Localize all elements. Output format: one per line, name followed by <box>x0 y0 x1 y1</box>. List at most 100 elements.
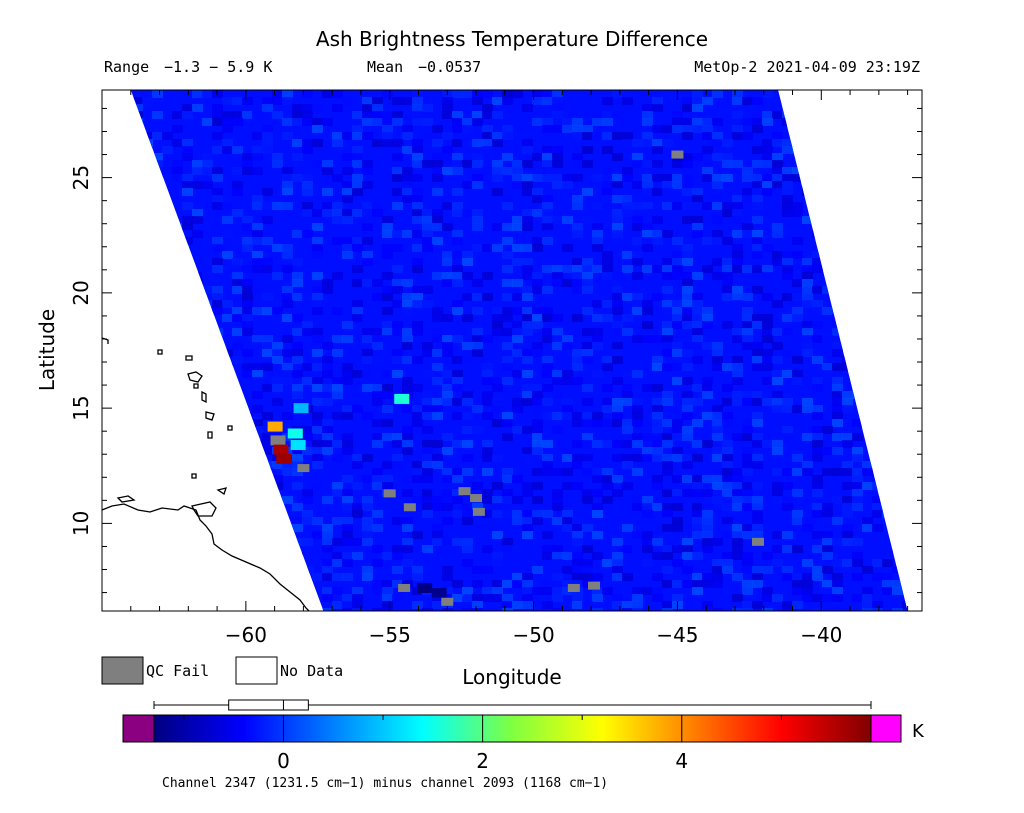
swath-cell <box>582 328 593 336</box>
swath-cell <box>852 482 863 490</box>
swath-cell <box>242 370 253 378</box>
swath-cell <box>352 314 363 322</box>
swath-cell <box>492 314 503 322</box>
swath-cell <box>662 342 673 350</box>
swath-cell <box>772 111 783 119</box>
swath-cell <box>462 125 473 133</box>
swath-cell <box>212 265 223 273</box>
swath-cell <box>652 97 663 105</box>
swath-cell <box>342 321 353 329</box>
swath-cell <box>192 209 203 217</box>
swath-cell <box>342 153 353 161</box>
swath-cell <box>392 594 403 602</box>
swath-cell <box>282 370 293 378</box>
swath-cell <box>772 300 783 308</box>
swath-cell <box>232 111 243 119</box>
swath-cell <box>452 209 463 217</box>
swath-cell <box>402 300 413 308</box>
swath-cell <box>682 363 693 371</box>
swath-cell <box>162 146 173 154</box>
swath-cell <box>652 265 663 273</box>
swath-cell <box>492 111 503 119</box>
swath-cell <box>722 447 733 455</box>
swath-cell <box>542 216 553 224</box>
swath-cell <box>712 566 723 574</box>
swath-cell <box>412 531 423 539</box>
swath-cell <box>402 293 413 301</box>
colorbar-under-swatch <box>122 714 155 743</box>
swath-cell <box>712 573 723 581</box>
swath-cell <box>642 531 653 539</box>
swath-cell <box>502 237 513 245</box>
swath-cell <box>612 405 623 413</box>
swath-cell <box>352 307 363 315</box>
swath-cell <box>422 237 433 245</box>
swath-cell <box>752 517 763 525</box>
swath-cell <box>422 405 433 413</box>
swath-cell <box>572 279 583 287</box>
swath-cell <box>572 503 583 511</box>
swath-cell <box>452 412 463 420</box>
swath-cell <box>802 559 813 567</box>
swath-cell <box>372 608 383 611</box>
swath-cell <box>812 405 823 413</box>
swath-cell <box>352 153 363 161</box>
swath-cell <box>532 440 543 448</box>
swath-cell <box>452 188 463 196</box>
swath-cell <box>342 538 353 546</box>
swath-cell <box>312 447 323 455</box>
swath-cell <box>632 545 643 553</box>
swath-cell <box>762 566 773 574</box>
swath-cell <box>672 237 683 245</box>
swath-cell <box>702 125 713 133</box>
swath-cell <box>542 601 553 609</box>
swath-cell <box>472 349 483 357</box>
swath-cell <box>372 328 383 336</box>
swath-cell <box>402 517 413 525</box>
swath-cell <box>352 146 363 154</box>
swath-cell <box>342 167 353 175</box>
anomaly-cell <box>276 453 292 464</box>
swath-cell <box>372 279 383 287</box>
swath-cell <box>422 118 433 126</box>
swath-cell <box>352 454 363 462</box>
swath-cell <box>632 160 643 168</box>
swath-cell <box>642 384 653 392</box>
anomaly-cell <box>417 582 433 593</box>
swath-cell <box>722 440 733 448</box>
swath-cell <box>242 265 253 273</box>
swath-cell <box>202 160 213 168</box>
swath-cell <box>702 524 713 532</box>
swath-cell <box>312 398 323 406</box>
swath-cell <box>562 244 573 252</box>
swath-cell <box>342 209 353 217</box>
swath-cell <box>252 335 263 343</box>
swath-cell <box>582 342 593 350</box>
swath-cell <box>392 244 403 252</box>
swath-cell <box>632 412 643 420</box>
swath-cell <box>782 328 793 336</box>
swath-cell <box>592 244 603 252</box>
swath-cell <box>772 230 783 238</box>
swath-cell <box>672 265 683 273</box>
swath-cell <box>272 265 283 273</box>
swath-cell <box>602 181 613 189</box>
swath-cell <box>622 545 633 553</box>
swath-cell <box>242 111 253 119</box>
swath-cell <box>532 349 543 357</box>
swath-cell <box>662 328 673 336</box>
swath-cell <box>532 272 543 280</box>
swath-cell <box>282 286 293 294</box>
swath-cell <box>332 384 343 392</box>
swath-cell <box>362 335 373 343</box>
swath-cell <box>512 335 523 343</box>
swath-cell <box>832 447 843 455</box>
swath-cell <box>502 293 513 301</box>
swath-cell <box>782 503 793 511</box>
swath-cell <box>662 454 673 462</box>
swath-cell <box>342 594 353 602</box>
swath-cell <box>282 202 293 210</box>
swath-cell <box>872 510 883 518</box>
swath-cell <box>652 363 663 371</box>
swath-cell <box>312 531 323 539</box>
